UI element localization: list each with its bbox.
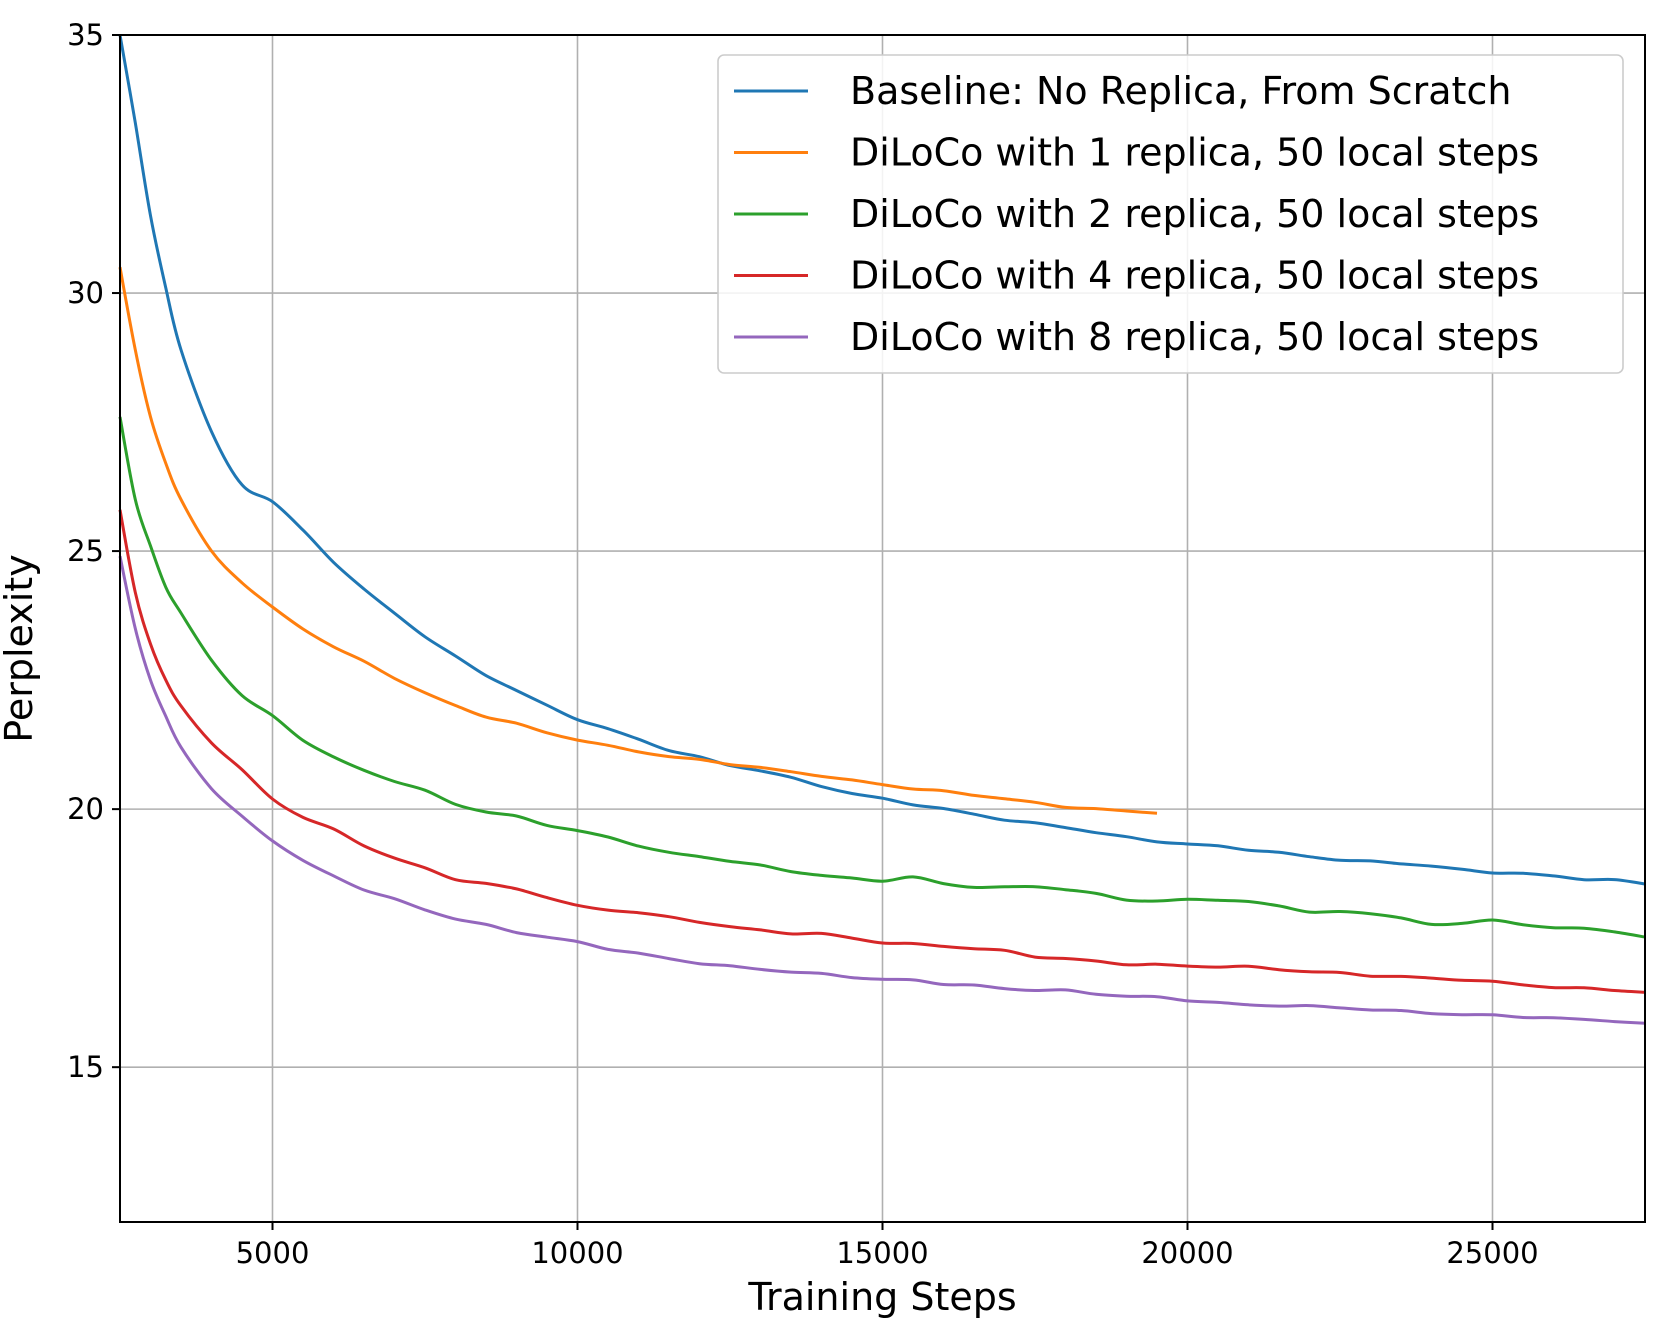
y-tick-label: 35 (67, 18, 104, 52)
x-tick-label: 25000 (1446, 1236, 1538, 1270)
y-axis-label: Perplexity (0, 554, 41, 742)
y-tick-label: 20 (67, 792, 104, 826)
x-axis-label: Training Steps (747, 1275, 1016, 1319)
x-tick-label: 5000 (236, 1236, 310, 1270)
y-tick-label: 15 (67, 1050, 104, 1084)
x-tick-label: 10000 (531, 1236, 623, 1270)
legend: Baseline: No Replica, From Scratch DiLoCo… (718, 55, 1623, 373)
y-tick-label: 30 (67, 276, 104, 310)
legend-label: DiLoCo with 4 replica, 50 local steps (850, 254, 1539, 298)
legend-label: DiLoCo with 1 replica, 50 local steps (850, 131, 1539, 175)
x-tick-label: 20000 (1141, 1236, 1233, 1270)
legend-label: DiLoCo with 8 replica, 50 local steps (850, 315, 1539, 359)
y-tick-label: 25 (67, 534, 104, 568)
legend-label: DiLoCo with 2 replica, 50 local steps (850, 192, 1539, 236)
x-tick-label: 15000 (836, 1236, 928, 1270)
legend-label: Baseline: No Replica, From Scratch (850, 69, 1511, 113)
